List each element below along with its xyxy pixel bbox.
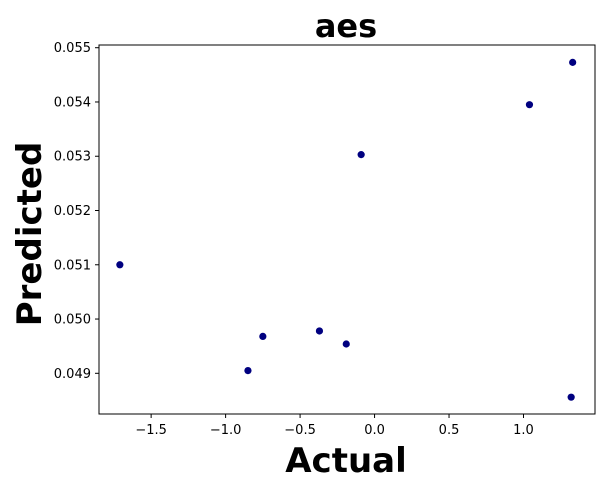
x-axis-ticks: −1.5 −1.0 −0.5 0.0 0.5 1.0 <box>135 414 534 438</box>
x-tick-label: −0.5 <box>284 423 316 438</box>
data-points <box>116 58 577 401</box>
y-tick-label: 0.055 <box>54 41 91 56</box>
scatter-point <box>569 58 577 66</box>
scatter-point <box>357 151 365 159</box>
scatter-point <box>259 332 267 341</box>
scatter-point <box>525 101 534 109</box>
x-tick-label: 0.5 <box>439 423 460 438</box>
y-tick-label: 0.051 <box>54 258 91 273</box>
scatter-point <box>567 393 575 401</box>
x-tick-label: −1.0 <box>210 423 242 438</box>
scatter-point <box>342 340 350 348</box>
scatter-point <box>244 366 252 375</box>
scatter-point <box>116 261 124 269</box>
plot-area <box>98 44 596 415</box>
chart-title: aes <box>315 7 377 45</box>
x-axis-label: Actual <box>285 441 407 481</box>
x-tick-label: −1.5 <box>135 423 167 438</box>
y-axis-ticks: 0.049 0.050 0.051 0.052 0.053 0.054 0.055 <box>54 41 99 382</box>
y-tick-label: 0.052 <box>54 204 91 219</box>
y-tick-label: 0.050 <box>54 313 91 328</box>
y-tick-label: 0.054 <box>54 95 91 110</box>
x-tick-label: 0.0 <box>364 423 385 438</box>
y-tick-label: 0.053 <box>54 150 91 165</box>
y-axis-label: Predicted <box>10 142 50 327</box>
x-tick-label: 1.0 <box>513 423 534 438</box>
scatter-point <box>315 327 324 335</box>
y-tick-label: 0.049 <box>54 367 91 382</box>
